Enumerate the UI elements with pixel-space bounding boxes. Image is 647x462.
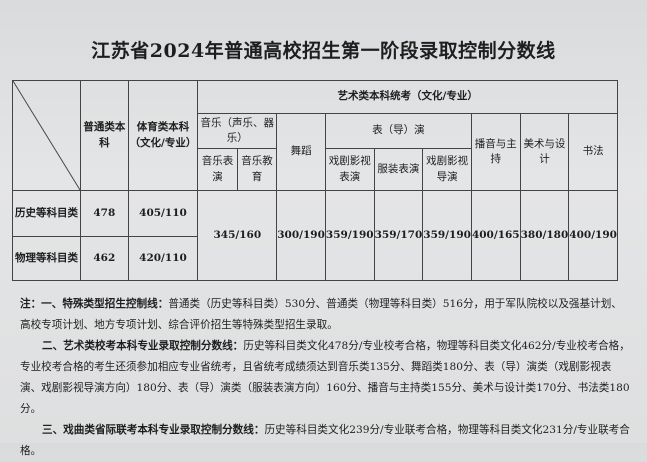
cell-dance: 300/190: [276, 190, 326, 281]
header-sports: 体育类本科（文化/专业）: [127, 80, 199, 191]
cell-drama-acting: 359/190: [324, 190, 375, 281]
row-label: 物理等科目类: [11, 236, 82, 281]
cell-costume: 359/170: [373, 190, 424, 281]
note-2-heading: 二、艺术类校考本科专业录取控制分数线：: [42, 340, 244, 352]
header-music-perf: 音乐表演: [197, 148, 238, 191]
diagonal-header-cell: [11, 80, 82, 191]
cell-sports: 420/110: [127, 236, 199, 281]
header-drama-acting: 戏剧影视表演: [324, 148, 375, 191]
cell-general: 478: [80, 190, 129, 237]
note-3: 三、戏曲类省际联考本科专业录取控制分数线：历史等科目类文化239分/专业联考合格…: [20, 420, 632, 462]
note-3-heading: 三、戏曲类省际联考本科专业录取控制分数线：: [42, 424, 265, 436]
header-fine-arts: 美术与设计: [519, 113, 570, 191]
header-calligraphy: 书法: [568, 113, 618, 191]
note-1: 注：一、特殊类型招生控制线：普通类（历史等科目类）530分、普通类（物理等科目类…: [20, 294, 632, 336]
header-acting-group: 表（导）演: [324, 113, 472, 149]
cell-general: 462: [80, 236, 129, 281]
header-music-edu: 音乐教育: [236, 148, 278, 191]
note-2: 二、艺术类校考本科专业录取控制分数线：历史等科目类文化478分/专业校考合格，物…: [20, 336, 632, 420]
cell-music: 345/160: [197, 190, 278, 281]
header-drama-directing: 戏剧影视导演: [422, 148, 472, 191]
table-row: 历史等科目类 478 405/110 345/160 300/190 359/1…: [11, 190, 618, 281]
header-broadcast: 播音与主持: [470, 113, 521, 191]
row-label: 历史等科目类: [11, 190, 82, 237]
cell-fine-arts: 380/180: [519, 190, 570, 281]
header-dance: 舞蹈: [276, 113, 326, 191]
header-art: 艺术类本科统考（文化/专业）: [197, 80, 618, 114]
cell-broadcast: 400/165: [470, 190, 521, 281]
note-1-heading: 注：一、特殊类型招生控制线：: [20, 298, 169, 310]
score-table: 普通类本科 体育类本科（文化/专业） 艺术类本科统考（文化/专业） 音乐（声乐、…: [11, 80, 618, 281]
table-row: 物理等科目类 462 420/110: [11, 236, 618, 281]
header-general: 普通类本科: [80, 80, 129, 191]
cell-drama-directing: 359/190: [422, 190, 472, 281]
note-1-body: 普通类（历史等科目类）530分、普通类（物理等科目类）516分，用于军队院校以及…: [20, 298, 622, 331]
note-2-body: 历史等科目类文化478分/专业校考合格，物理等科目类文化462分/专业校考合格，…: [20, 340, 630, 415]
notes: 注：一、特殊类型招生控制线：普通类（历史等科目类）530分、普通类（物理等科目类…: [20, 294, 632, 462]
page-title: 江苏省2024年普通高校招生第一阶段录取控制分数线: [91, 40, 556, 62]
header-music-group: 音乐（声乐、器乐）: [197, 113, 278, 149]
cell-sports: 405/110: [127, 190, 199, 237]
cell-calligraphy: 400/190: [568, 190, 618, 281]
header-costume: 服装表演: [373, 148, 424, 191]
